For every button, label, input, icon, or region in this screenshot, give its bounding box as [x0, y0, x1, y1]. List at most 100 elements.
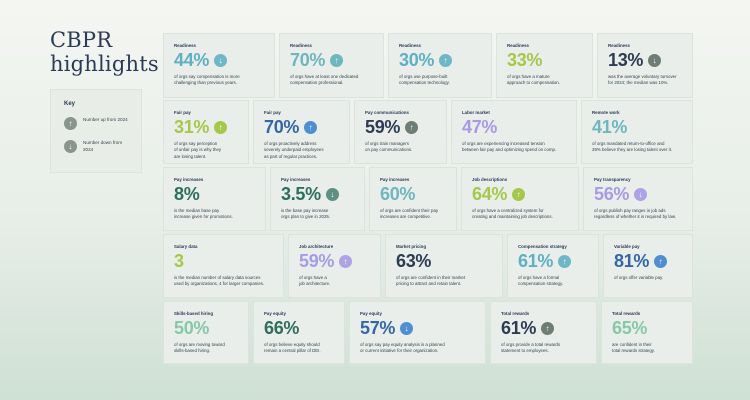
key-up-text: Number up from 2024: [83, 117, 128, 122]
card-description: of orgs have a formal compensation strat…: [518, 275, 564, 287]
arrow-up-icon: ↑: [558, 254, 572, 268]
card-description: of orgs use purpose-built compensation t…: [399, 74, 450, 86]
card-label: Pay increases: [174, 177, 204, 182]
card-label: Fair pay: [264, 110, 281, 115]
card-description: of orgs mandated return-to-office and 39…: [592, 141, 673, 153]
arrow-up-icon: ↑: [64, 117, 77, 130]
stat-card: Remote work 41% of orgs mandated return-…: [581, 100, 693, 164]
arrow-down-icon: ↓: [64, 140, 77, 153]
card-value: 61%: [518, 251, 554, 271]
card-value: 41%: [592, 117, 628, 137]
card-label: Pay transparency: [594, 177, 631, 182]
arrow-up-icon: ↑: [654, 254, 668, 268]
card-value: 66%: [264, 318, 300, 338]
card-value: 30%: [399, 50, 435, 70]
card-label: Pay communications: [365, 110, 409, 115]
stat-card: Total rewards 65% are confident in their…: [601, 301, 693, 364]
card-value: 59%: [299, 251, 335, 271]
card-value: 63%: [396, 251, 432, 271]
page-title: CBPR highlights: [50, 28, 159, 76]
card-label: Skills-based hiring: [174, 311, 214, 316]
card-description: of orgs are confident in their market pr…: [396, 275, 466, 287]
key-row-up: ↑ Number up from 2024: [64, 117, 131, 130]
card-value: 64%: [472, 184, 508, 204]
card-label: Total rewards: [501, 311, 530, 316]
stat-card: Labor market 47% of orgs are experiencin…: [451, 100, 577, 164]
card-description: of orgs have at least one dedicated comp…: [290, 74, 359, 86]
card-value: 33%: [507, 50, 543, 70]
card-value: 47%: [462, 117, 498, 137]
card-description: of orgs have a mature approach to compen…: [507, 74, 560, 86]
card-description: are confident in their total rewards str…: [612, 342, 655, 354]
stat-card: Pay transparency 56% ↓ of orgs publish pa…: [583, 167, 693, 231]
arrow-up-icon: ↑: [439, 53, 453, 67]
stat-card: Variable pay 81% ↑ of orgs offer variable…: [603, 234, 693, 298]
arrow-up-icon: ↑: [214, 120, 228, 134]
card-label: Readiness: [507, 43, 529, 48]
card-value: 3.5%: [281, 184, 321, 204]
card-label: Pay increases: [281, 177, 311, 182]
key-title: Key: [64, 101, 76, 107]
arrow-down-icon: ↓: [648, 53, 662, 67]
stat-card: Total rewards 61% ↑ of orgs provide a tot…: [490, 301, 597, 364]
card-value: 13%: [608, 50, 644, 70]
card-label: Job descriptions: [472, 177, 508, 182]
card-description: is the median base pay increase given fo…: [174, 208, 233, 220]
card-description: of orgs provide a total rewards statemen…: [501, 342, 561, 354]
card-label: Market pricing: [396, 244, 427, 249]
card-value: 61%: [501, 318, 537, 338]
legend-key: Key ↑ Number up from 2024 ↓ Number down …: [50, 89, 142, 173]
card-label: Readiness: [399, 43, 421, 48]
key-down-text: Number down from 2024: [83, 140, 123, 152]
card-description: of orgs proactively address severely und…: [264, 141, 324, 159]
stat-card: Pay communications 59% ↑ of orgs train ma…: [354, 100, 447, 164]
card-label: Pay equity: [264, 311, 286, 316]
card-description: of orgs have a centralized system for cr…: [472, 208, 553, 220]
card-value: 56%: [594, 184, 630, 204]
arrow-up-icon: ↑: [330, 53, 344, 67]
arrow-up-icon: ↑: [405, 120, 419, 134]
arrow-up-icon: ↑: [512, 187, 526, 201]
card-description: of orgs are experiencing increased tensi…: [462, 141, 557, 153]
card-label: Readiness: [174, 43, 196, 48]
card-value: 70%: [290, 50, 326, 70]
arrow-up-icon: ↑: [304, 120, 318, 134]
stat-card: Pay equity 66% of orgs believe equity sh…: [253, 301, 345, 364]
card-value: 3: [174, 251, 184, 271]
stat-card: Job descriptions 64% ↑ of orgs have a cen…: [461, 167, 579, 231]
card-label: Variable pay: [614, 244, 640, 249]
card-description: of orgs say pay equity analysis is a pla…: [360, 342, 445, 354]
stat-card: Pay increases 60% of orgs are confident …: [369, 167, 457, 231]
card-description: of orgs say compensation is more challen…: [174, 74, 240, 86]
stat-card: Skills-based hiring 50% of orgs are movi…: [163, 301, 249, 364]
card-value: 31%: [174, 117, 210, 137]
stat-card: Compensation strategy 61% ↑ of orgs have …: [507, 234, 599, 298]
stat-card: Readiness 13% ↓ was the average voluntary…: [597, 33, 693, 98]
card-label: Remote work: [592, 110, 620, 115]
card-description: of orgs believe equity should remain a c…: [264, 342, 321, 354]
card-label: Job architecture: [299, 244, 334, 249]
card-label: Readiness: [290, 43, 312, 48]
stat-card: Pay equity 57% ↓ of orgs say pay equity a…: [349, 301, 486, 364]
card-value: 50%: [174, 318, 210, 338]
card-label: Readiness: [608, 43, 630, 48]
stat-card: Pay increases 8% is the median base pay …: [163, 167, 266, 231]
card-value: 8%: [174, 184, 200, 204]
card-label: Labor market: [462, 110, 490, 115]
card-description: is the base pay increase orgs plan to gi…: [281, 208, 331, 220]
card-label: Pay equity: [360, 311, 382, 316]
arrow-down-icon: ↓: [400, 321, 414, 335]
stat-card: Readiness 44% ↓ of orgs say compensation …: [163, 33, 275, 98]
card-value: 44%: [174, 50, 210, 70]
card-value: 81%: [614, 251, 650, 271]
stat-card: Readiness 30% ↑ of orgs use purpose-built…: [388, 33, 492, 98]
stat-card: Market pricing 63% of orgs are confident…: [385, 234, 503, 298]
stat-card: Salary data 3 is the median number of sa…: [163, 234, 284, 298]
card-value: 60%: [380, 184, 416, 204]
stat-card: Pay increases 3.5% ↓ is the base pay incr…: [270, 167, 365, 231]
card-description: is the median number of salary data sour…: [174, 275, 265, 287]
card-description: of orgs publish pay ranges in job ads re…: [594, 208, 676, 220]
card-description: was the average voluntary turnover for 2…: [608, 74, 677, 86]
stat-card: Fair pay 70% ↑ of orgs proactively addres…: [253, 100, 350, 164]
stat-card: Readiness 70% ↑ of orgs have at least one…: [279, 33, 384, 98]
